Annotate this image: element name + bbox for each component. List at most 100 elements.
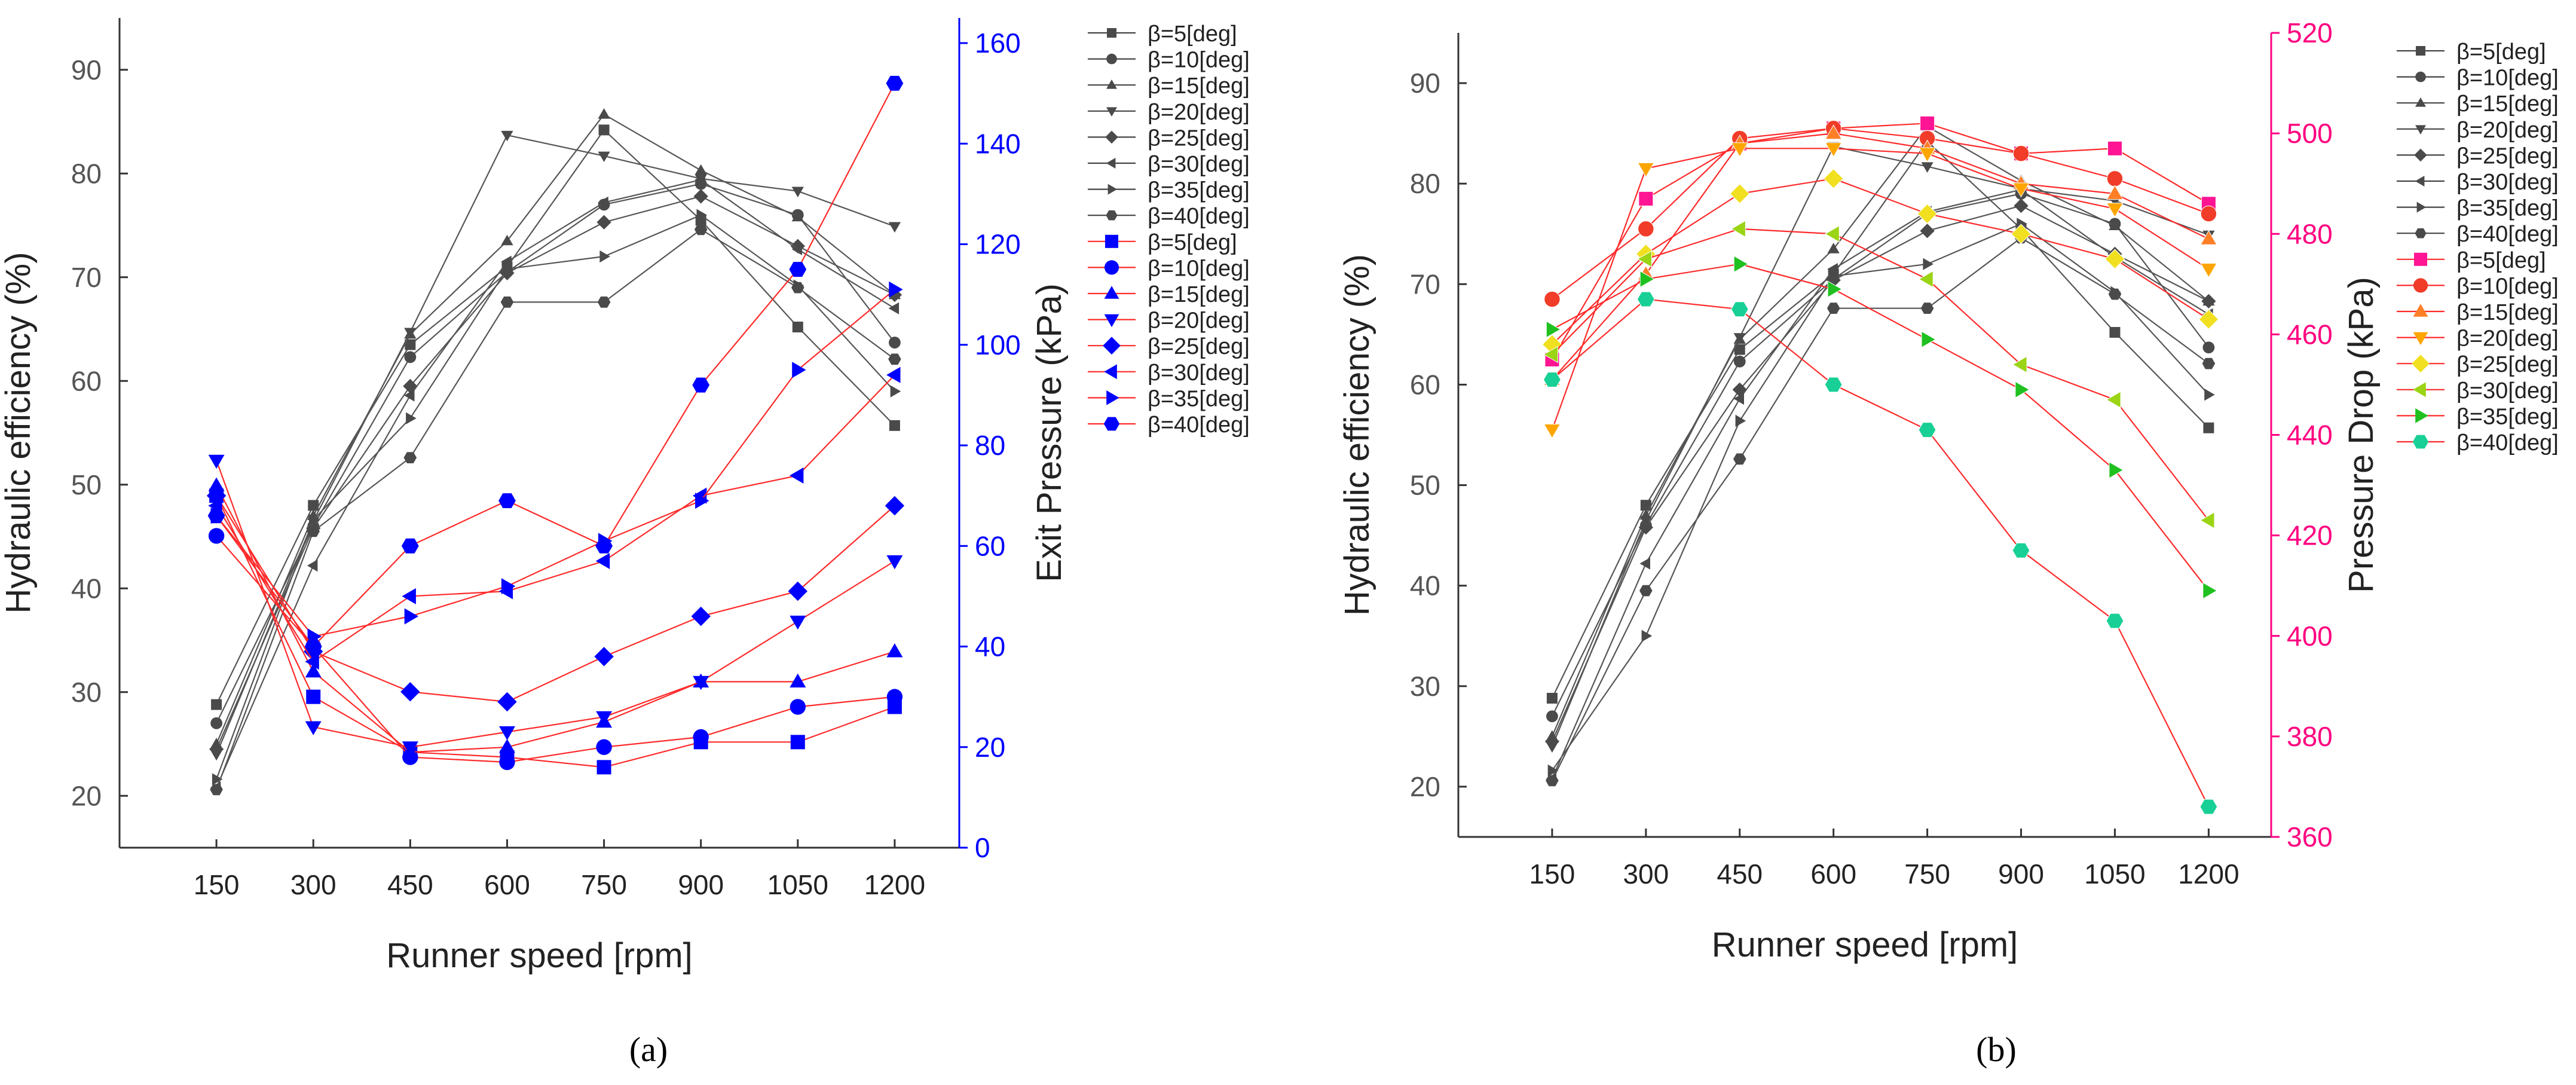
efficiency-point xyxy=(404,389,415,402)
pressure-point xyxy=(693,729,709,745)
efficiency-point xyxy=(2109,219,2121,230)
legend-marker xyxy=(1105,234,1118,248)
pressure-point xyxy=(2104,249,2125,270)
left-y-tick-label: 40 xyxy=(1410,570,1440,601)
pressure-series-line-3 xyxy=(1552,132,2209,380)
pressure-point xyxy=(1729,184,1750,204)
x-tick-label: 150 xyxy=(1529,858,1575,890)
pressure-series-line-4 xyxy=(1551,148,2209,430)
pressure-point xyxy=(2012,145,2030,162)
legend-label: β=20[deg] xyxy=(2456,326,2559,352)
efficiency-point xyxy=(209,742,224,757)
efficiency-point xyxy=(210,784,223,796)
pressure-series-line-3 xyxy=(216,485,895,753)
right-y-tick-label: 160 xyxy=(975,27,1021,59)
pressure-point xyxy=(499,754,515,771)
efficiency-point xyxy=(1733,453,1746,465)
efficiency-point xyxy=(404,328,417,339)
efficiency-point xyxy=(2203,422,2214,433)
pressure-point xyxy=(2200,205,2217,222)
left-y-tick-label: 60 xyxy=(1410,369,1440,400)
right-y-tick-label: 380 xyxy=(2287,721,2333,752)
pressure-point xyxy=(691,606,711,626)
efficiency-point xyxy=(308,500,319,511)
x-tick-label: 600 xyxy=(484,869,530,900)
pressure-point xyxy=(1543,372,1561,387)
legend-marker xyxy=(1104,314,1119,328)
pressure-point xyxy=(404,608,419,625)
efficiency-point xyxy=(406,412,417,424)
left-y-axis-label: Hydraulic efficiency (%) xyxy=(0,252,38,614)
pressure-point xyxy=(2198,309,2219,330)
efficiency-series-line-1 xyxy=(1551,140,2210,699)
pressure-point xyxy=(304,639,322,654)
pressure-point xyxy=(596,760,611,775)
pressure-point xyxy=(2106,170,2124,187)
legend-label: β=25[deg] xyxy=(1148,334,1250,359)
efficiency-point xyxy=(1829,270,1840,282)
efficiency-point xyxy=(309,514,320,526)
pressure-point xyxy=(2106,613,2124,629)
x-tick-label: 750 xyxy=(581,869,627,900)
right-y-tick-label: 0 xyxy=(975,832,990,863)
legend-marker xyxy=(1107,28,1116,38)
pressure-point xyxy=(886,689,903,705)
legend-label: β=15[deg] xyxy=(2456,300,2559,325)
pressure-point xyxy=(1544,291,1561,308)
efficiency-point xyxy=(2108,288,2122,300)
efficiency-series-line-3 xyxy=(1551,125,2210,737)
efficiency-point xyxy=(503,262,513,275)
legend-label: β=10[deg] xyxy=(2456,66,2559,91)
efficiency-point xyxy=(694,224,708,236)
pressure-point xyxy=(1827,280,1843,298)
right-y-tick-label: 360 xyxy=(2287,821,2333,852)
legend-marker xyxy=(2415,228,2427,239)
pressure-series-line-7 xyxy=(216,289,895,637)
pressure-point xyxy=(2106,203,2124,218)
pressure-point xyxy=(2106,185,2124,200)
legend-label: β=15[deg] xyxy=(1148,282,1250,307)
legend-label: β=35[deg] xyxy=(1148,178,1250,203)
legend-label: β=35[deg] xyxy=(1148,386,1250,411)
left-y-axis-label: Hydraulic efficiency (%) xyxy=(1338,254,1376,616)
legend-label: β=40[deg] xyxy=(1148,412,1250,438)
pressure-point xyxy=(1636,250,1652,268)
efficiency-series-line-2 xyxy=(1551,192,2210,717)
pressure-point xyxy=(692,377,710,393)
pressure-point xyxy=(792,362,806,378)
pressure-point xyxy=(2199,512,2215,529)
pressure-series-line-1 xyxy=(1551,123,2209,360)
left-y-tick-label: 20 xyxy=(1410,771,1440,802)
legend-marker xyxy=(2414,252,2427,266)
panel-a-chart: 2030405060708090020406080100120140160150… xyxy=(0,18,1250,975)
legend-label: β=20[deg] xyxy=(1148,100,1250,125)
pressure-point xyxy=(208,528,225,544)
pressure-point xyxy=(1824,225,1840,243)
pressure-point xyxy=(889,281,903,298)
efficiency-point xyxy=(211,699,222,710)
efficiency-point xyxy=(1920,302,1934,314)
legend-marker xyxy=(1105,130,1118,144)
pressure-point xyxy=(2200,230,2217,245)
right-y-tick-label: 520 xyxy=(2287,17,2333,48)
legend-marker xyxy=(1104,364,1117,380)
efficiency-point xyxy=(2202,341,2215,354)
right-y-tick-label: 20 xyxy=(975,732,1005,763)
efficiency-point xyxy=(598,196,608,209)
efficiency-point xyxy=(307,525,320,537)
right-y-tick-label: 420 xyxy=(2287,520,2333,551)
efficiency-point xyxy=(1546,692,1558,704)
pressure-point xyxy=(400,682,420,702)
pressure-point xyxy=(2199,799,2218,815)
pressure-series-line-6 xyxy=(1552,228,2210,521)
efficiency-series-line-3 xyxy=(216,113,895,744)
panel-b-label: (b) xyxy=(1976,1030,2017,1069)
efficiency-point xyxy=(1733,333,1746,344)
right-y-tick-label: 60 xyxy=(975,530,1005,561)
pressure-point xyxy=(596,711,613,726)
pressure-point xyxy=(1731,142,1749,158)
efficiency-point xyxy=(791,187,804,198)
efficiency-series-line-8 xyxy=(216,228,895,790)
legend-marker xyxy=(2416,201,2427,213)
legend-marker xyxy=(1106,390,1119,405)
